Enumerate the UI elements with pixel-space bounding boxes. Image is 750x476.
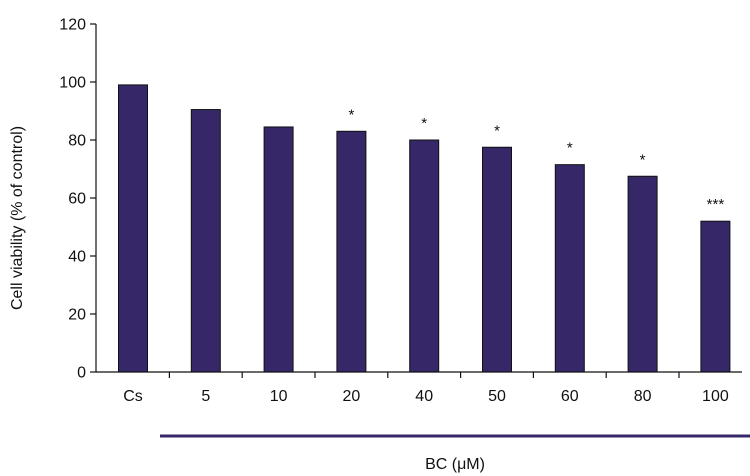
y-tick-label: 20 <box>68 307 86 324</box>
bar-80 <box>627 175 658 373</box>
significance-marker: * <box>421 115 427 132</box>
bar-60 <box>554 164 585 373</box>
x-tick-label: 20 <box>343 388 361 405</box>
x-ticks: Cs 5 10 20 40 50 60 80 100 <box>123 372 729 405</box>
significance-marker: * <box>567 140 573 157</box>
x-tick-label: Cs <box>123 388 143 405</box>
bar-20 <box>336 130 367 373</box>
bar-100 <box>700 220 731 373</box>
significance-marker: * <box>640 151 646 168</box>
y-tick-label: 60 <box>68 191 86 208</box>
x-tick-label: 60 <box>561 388 579 405</box>
y-tick-label: 0 <box>77 365 86 382</box>
y-axis-title: Cell viability (% of control) <box>9 126 26 310</box>
bar-50 <box>482 146 512 373</box>
x-tick-label: 100 <box>702 388 729 405</box>
y-ticks: 0 20 40 60 80 100 120 <box>59 17 96 382</box>
x-tick-label: 50 <box>488 388 506 405</box>
bar-40 <box>409 139 440 373</box>
significance-marker: *** <box>707 196 725 213</box>
x-axis-title: BC (μM) <box>425 456 485 473</box>
y-tick-label: 120 <box>59 17 86 34</box>
significance-marker: * <box>494 122 500 139</box>
significance-markers: ** ****** <box>348 106 724 213</box>
y-tick-label: 40 <box>68 249 86 266</box>
x-tick-label: 80 <box>634 388 652 405</box>
bar-10 <box>263 126 294 373</box>
x-tick-label: 10 <box>270 388 288 405</box>
bar-Cs <box>118 84 148 373</box>
y-tick-label: 80 <box>68 133 86 150</box>
bar-5 <box>190 109 221 373</box>
x-tick-label: 5 <box>201 388 210 405</box>
x-tick-label: 40 <box>415 388 433 405</box>
y-tick-label: 100 <box>59 75 86 92</box>
significance-marker: * <box>348 106 354 123</box>
bars-layer <box>118 84 731 373</box>
